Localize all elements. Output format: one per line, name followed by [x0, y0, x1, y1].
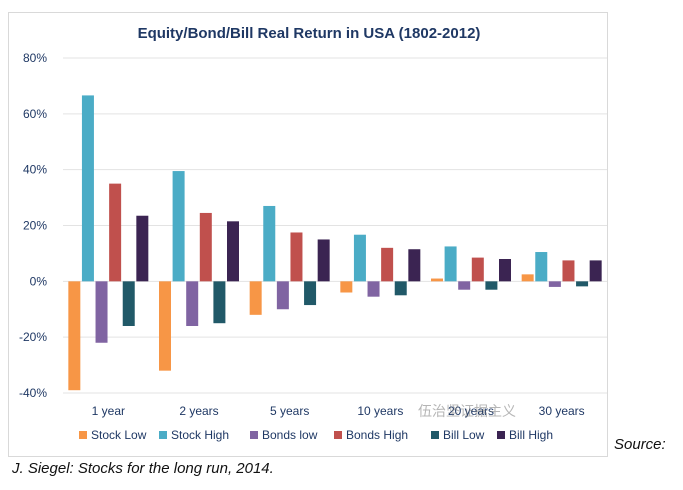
bar-bill-high [589, 260, 602, 282]
bar-bill-low [576, 281, 589, 287]
legend-label: Stock High [171, 428, 229, 442]
bar-bonds-low [548, 281, 561, 287]
y-tick-label: 80% [23, 51, 47, 65]
y-tick-label: 60% [23, 107, 47, 121]
bar-stock-high [263, 205, 276, 282]
bar-bill-high [408, 249, 421, 282]
chart-title: Equity/Bond/Bill Real Return in USA (180… [138, 25, 481, 42]
x-category-label: 20 years [448, 404, 494, 418]
legend-label: Bonds High [346, 428, 408, 442]
bar-bonds-high [381, 247, 394, 282]
legend-label: Bill High [509, 428, 553, 442]
bar-stock-low [431, 278, 443, 282]
legend-swatch [431, 431, 439, 439]
bar-bonds-low [276, 281, 289, 310]
source-caption: Source: [614, 436, 666, 453]
watermark: 伍治坚证据主义 [418, 404, 516, 420]
bar-bill-low [394, 281, 407, 296]
legend-swatch [159, 431, 167, 439]
bar-bonds-low [367, 281, 380, 297]
y-tick-label: 0% [30, 274, 48, 288]
x-category-label: 2 years [179, 404, 218, 418]
bar-bonds-high [109, 183, 122, 282]
bar-bill-low [485, 281, 498, 290]
bar-stock-low [68, 281, 81, 391]
bar-bill-high [136, 215, 149, 282]
bar-bonds-low [186, 281, 199, 326]
x-category-label: 10 years [357, 404, 403, 418]
bar-stock-low [249, 281, 262, 315]
legend-swatch [250, 431, 258, 439]
bar-bill-low [122, 281, 135, 326]
bar-bonds-low [95, 281, 108, 343]
legend-swatch [497, 431, 505, 439]
bar-bonds-high [199, 212, 212, 282]
y-tick-label: 20% [23, 219, 47, 233]
legend-swatch [334, 431, 342, 439]
bar-bill-high [227, 221, 239, 282]
bar-stock-high [444, 246, 457, 282]
y-tick-label: 40% [23, 163, 47, 177]
legend-label: Bill Low [443, 428, 485, 442]
bar-bonds-high [562, 260, 575, 282]
bar-stock-low [521, 274, 534, 282]
x-category-label: 30 years [539, 404, 585, 418]
bar-bill-low [213, 281, 226, 324]
x-category-label: 1 year [92, 404, 125, 418]
chart-plot: Equity/Bond/Bill Real Return in USA (180… [19, 25, 607, 442]
bar-stock-low [159, 281, 171, 371]
legend-label: Bonds low [262, 428, 318, 442]
bar-bill-low [304, 281, 317, 306]
bar-bill-high [499, 259, 511, 282]
legend-swatch [79, 431, 87, 439]
x-category-label: 5 years [270, 404, 309, 418]
bar-bill-high [317, 239, 330, 282]
y-tick-label: -40% [19, 386, 47, 400]
bar-stock-high [353, 234, 366, 282]
bar-stock-low [340, 281, 353, 293]
bar-stock-high [172, 171, 185, 282]
bar-stock-high [535, 252, 548, 282]
bar-bonds-low [458, 281, 471, 290]
y-tick-label: -20% [19, 330, 47, 344]
chart-container: Equity/Bond/Bill Real Return in USA (180… [8, 12, 608, 457]
citation-caption: J. Siegel: Stocks for the long run, 2014… [12, 460, 274, 477]
legend-label: Stock Low [91, 428, 147, 442]
bar-bonds-high [471, 257, 484, 282]
bar-stock-high [81, 95, 94, 282]
bar-bonds-high [290, 232, 303, 282]
